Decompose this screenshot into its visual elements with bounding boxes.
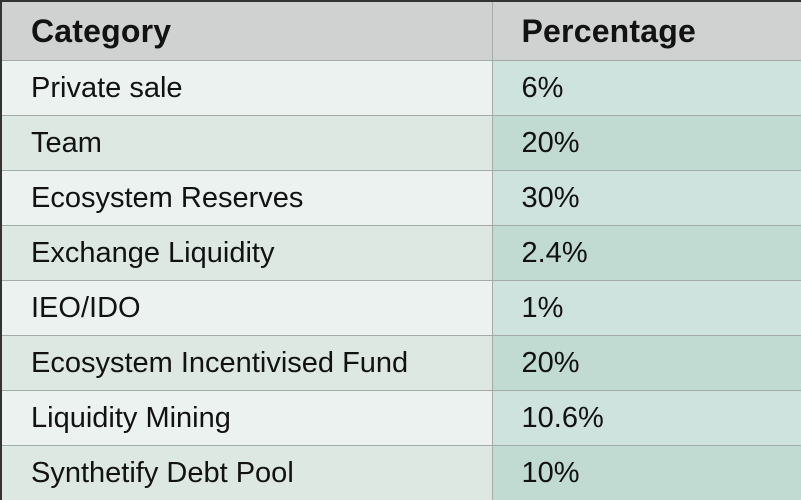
table-row: Private sale 6%	[0, 60, 801, 116]
table-row: Ecosystem Incentivised Fund 20%	[0, 335, 801, 391]
cell-percentage: 1%	[491, 280, 801, 336]
cell-percentage: 2.4%	[491, 225, 801, 281]
cell-category: Liquidity Mining	[0, 390, 493, 446]
cell-category: Synthetify Debt Pool	[0, 445, 493, 500]
cell-category: Ecosystem Reserves	[0, 170, 493, 226]
table-row: Exchange Liquidity 2.4%	[0, 225, 801, 281]
cell-category: Team	[0, 115, 493, 171]
column-header-category: Category	[0, 0, 493, 61]
table-row: Synthetify Debt Pool 10%	[0, 445, 801, 500]
cell-percentage: 30%	[491, 170, 801, 226]
table-row: Liquidity Mining 10.6%	[0, 390, 801, 446]
table-header-row: Category Percentage	[0, 0, 801, 61]
table-row: Team 20%	[0, 115, 801, 171]
cell-percentage: 20%	[491, 335, 801, 391]
cell-category: Exchange Liquidity	[0, 225, 493, 281]
table-row: IEO/IDO 1%	[0, 280, 801, 336]
cell-percentage: 10.6%	[491, 390, 801, 446]
cell-percentage: 20%	[491, 115, 801, 171]
cell-category: Private sale	[0, 60, 493, 116]
cell-percentage: 6%	[491, 60, 801, 116]
column-header-percentage: Percentage	[491, 0, 801, 61]
cell-category: IEO/IDO	[0, 280, 493, 336]
cell-percentage: 10%	[491, 445, 801, 500]
table-row: Ecosystem Reserves 30%	[0, 170, 801, 226]
cell-category: Ecosystem Incentivised Fund	[0, 335, 493, 391]
table-body: Private sale 6% Team 20% Ecosystem Reserves 3…	[0, 60, 801, 500]
